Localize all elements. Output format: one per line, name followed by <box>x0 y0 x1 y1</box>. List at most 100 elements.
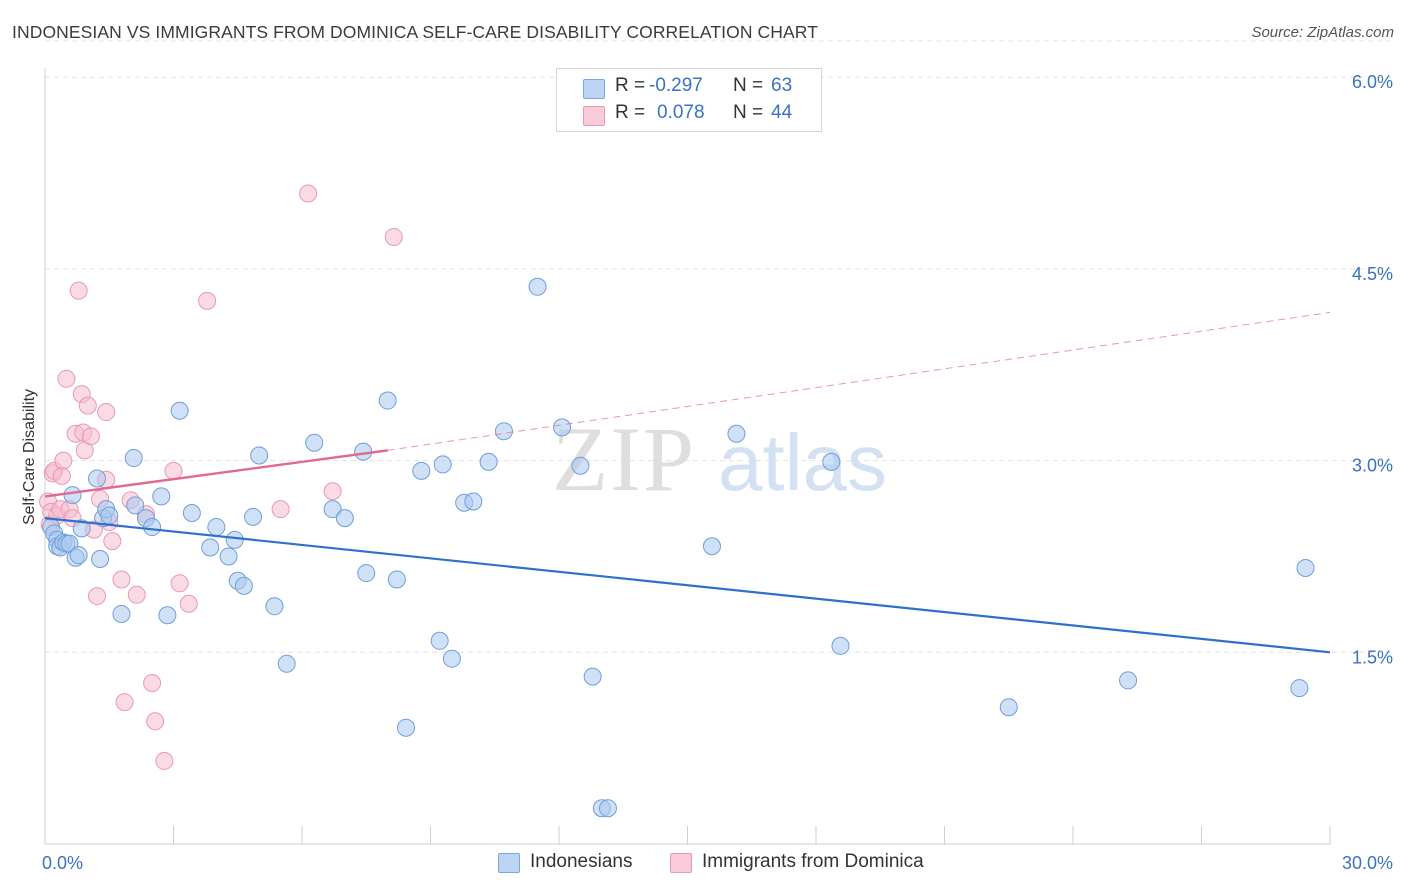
y-tick-label: 1.5% <box>1352 647 1393 667</box>
indonesian-point <box>234 576 253 595</box>
indonesian-point <box>100 506 119 525</box>
indonesian-point <box>170 401 189 420</box>
dominica-point <box>69 281 88 300</box>
indonesian-point <box>442 649 461 668</box>
dominica-point <box>88 587 107 606</box>
watermark-atlas: atlas <box>718 418 887 507</box>
indonesian-point <box>323 500 342 519</box>
dominica-point <box>54 451 73 470</box>
dominica-point <box>323 482 342 501</box>
indonesian-point <box>822 452 841 471</box>
indonesians-trend-line <box>44 517 1331 654</box>
legend-r-value: 0.078 <box>657 102 705 123</box>
indonesian-point <box>335 509 354 528</box>
indonesian-point <box>430 631 449 650</box>
indonesian-point <box>412 461 431 480</box>
indonesian-point <box>571 456 590 475</box>
dominica-point <box>115 693 134 712</box>
indonesian-point <box>702 537 721 556</box>
dominica-point <box>271 500 290 519</box>
indonesian-point <box>126 496 145 515</box>
indonesian-point <box>831 636 850 655</box>
indonesian-point <box>727 424 746 443</box>
bottom-legend-label: Immigrants from Dominica <box>702 851 924 872</box>
dominica-point <box>179 594 198 613</box>
legend-swatch-indonesians <box>583 79 605 99</box>
x-tick-label: 30.0% <box>1342 853 1393 873</box>
indonesian-point <box>528 277 547 296</box>
indonesian-point <box>88 469 107 488</box>
dominica-point <box>164 461 183 480</box>
indonesian-point <box>250 446 269 465</box>
dominica-point <box>198 291 217 310</box>
indonesian-point <box>397 718 416 737</box>
bottom-legend-label: Indonesians <box>530 851 633 872</box>
legend-r-label: R = <box>615 75 646 96</box>
indonesian-point <box>182 503 201 522</box>
indonesian-point <box>553 418 572 437</box>
legend-n-value: 44 <box>771 102 793 123</box>
indonesian-point <box>143 518 162 537</box>
indonesian-point <box>305 433 324 452</box>
dominica-point <box>143 673 162 692</box>
axes <box>44 68 1331 845</box>
dominica-point <box>384 227 403 246</box>
dominica-point <box>57 369 76 388</box>
indonesian-point <box>583 667 602 686</box>
dominica-points <box>39 184 403 770</box>
bottom-swatch-indonesians <box>498 853 520 873</box>
dominica-point <box>52 466 71 485</box>
legend-n-value: 63 <box>771 75 793 96</box>
indonesian-point <box>225 530 244 549</box>
dominica-trend-line <box>44 449 388 498</box>
indonesian-point <box>598 799 617 818</box>
dominica-point <box>155 751 174 770</box>
indonesian-point <box>69 546 88 565</box>
bottom-swatch-dominica <box>670 853 692 873</box>
legend-n-label: N = <box>733 102 764 123</box>
indonesian-point <box>265 597 284 616</box>
chart-title: INDONESIAN VS IMMIGRANTS FROM DOMINICA S… <box>12 22 819 42</box>
indonesian-point <box>152 487 171 506</box>
indonesian-point <box>357 564 376 583</box>
dominica-point <box>170 574 189 593</box>
dominica-point <box>81 427 100 446</box>
indonesian-point <box>479 452 498 471</box>
indonesian-point <box>378 391 397 410</box>
y-axis-label: Self-Care Disability <box>21 389 38 525</box>
indonesian-point <box>219 547 238 566</box>
indonesian-point <box>494 422 513 441</box>
grid-lines <box>45 40 1395 653</box>
indonesian-point <box>464 492 483 511</box>
indonesian-point <box>201 538 220 557</box>
y-tick-label: 4.5% <box>1352 264 1393 284</box>
indonesian-point <box>112 604 131 623</box>
legend-swatch-dominica <box>583 106 605 126</box>
dominica-point <box>299 184 318 203</box>
indonesian-point <box>207 518 226 537</box>
y-tick-label: 6.0% <box>1352 72 1393 92</box>
legend-n-label: N = <box>733 75 764 96</box>
indonesian-point <box>1296 558 1315 577</box>
indonesian-point <box>124 449 143 468</box>
indonesian-points <box>42 277 1315 818</box>
indonesian-point <box>91 550 110 569</box>
indonesian-point <box>1290 679 1309 698</box>
dominica-point <box>97 403 116 422</box>
dominica-point <box>112 570 131 589</box>
legend-r-label: R = <box>615 102 646 123</box>
indonesian-point <box>277 654 296 673</box>
indonesian-point <box>387 570 406 589</box>
indonesian-point <box>63 486 82 505</box>
indonesian-point <box>1119 671 1138 690</box>
x-tick-label: 0.0% <box>42 853 83 873</box>
source-label: Source: ZipAtlas.com <box>1251 24 1394 41</box>
stats-legend: R = -0.297 N = 63 R = 0.078 N = 44 <box>556 68 822 132</box>
dominica-point <box>146 712 165 731</box>
dominica-trend-line-extension <box>387 311 1331 451</box>
watermark-zip: ZIP <box>552 408 696 510</box>
indonesian-point <box>72 519 91 538</box>
dominica-point <box>127 585 146 604</box>
dominica-point <box>103 532 122 551</box>
